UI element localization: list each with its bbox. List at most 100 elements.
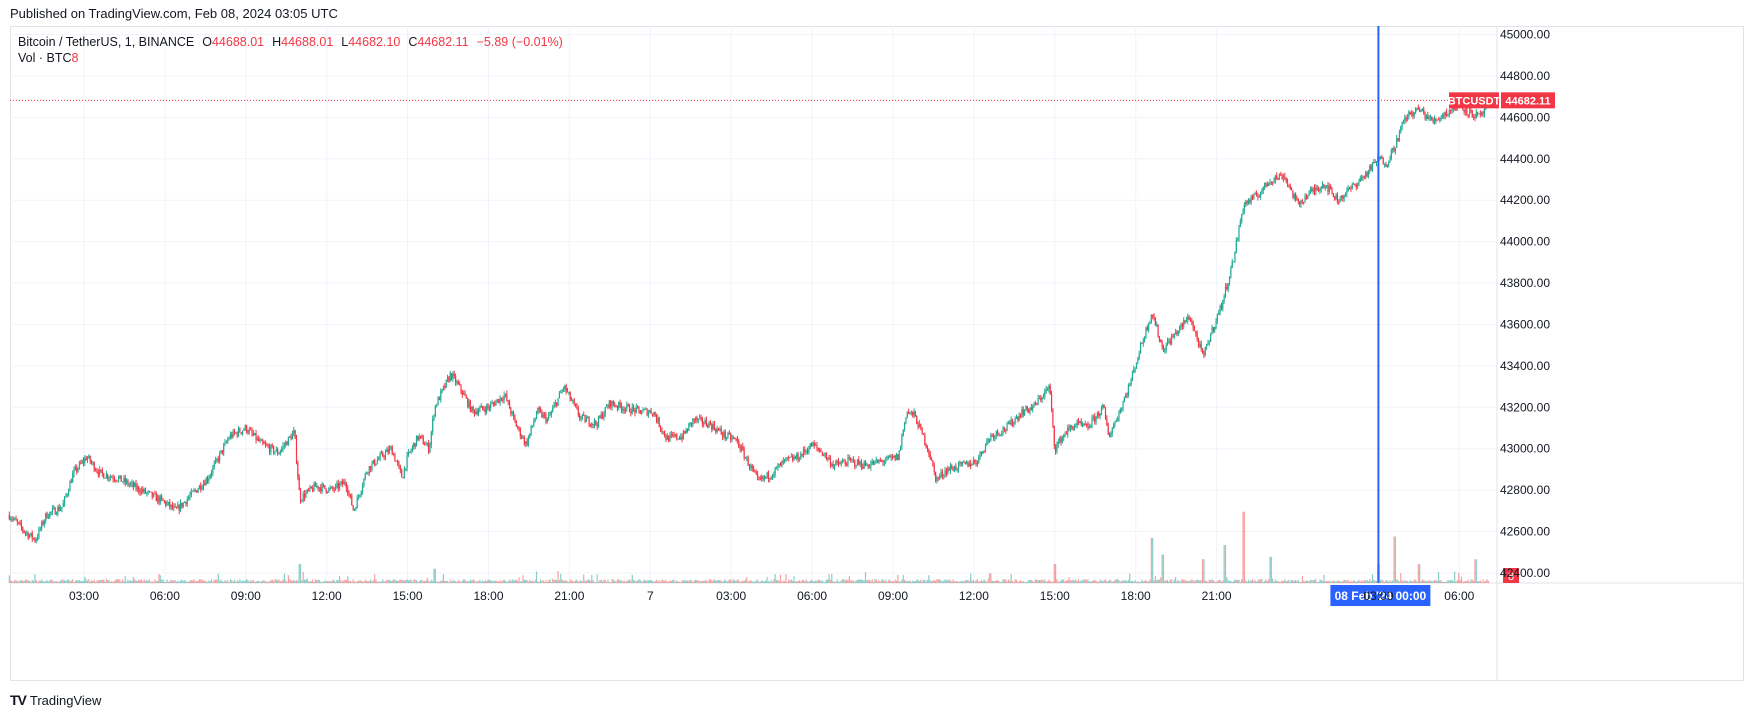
candle-body: [1429, 116, 1432, 118]
candlesticks: [8, 95, 1490, 544]
volume-bar: [554, 579, 556, 583]
volume-bar: [1013, 582, 1015, 583]
volume-bar: [704, 580, 706, 583]
candle-body: [1285, 177, 1287, 182]
volume-bar: [379, 581, 381, 583]
volume-bar: [1138, 581, 1140, 583]
volume-bar: [703, 581, 705, 583]
volume-bar: [1427, 580, 1429, 583]
candle-body: [14, 518, 16, 520]
volume-bar: [1005, 579, 1007, 583]
volume-bar: [303, 579, 306, 583]
candle-body: [121, 481, 124, 483]
volume-bar: [157, 580, 159, 583]
volume-bar: [1224, 545, 1227, 583]
candle-body: [959, 462, 961, 464]
candle-body: [131, 482, 133, 484]
candle-body: [16, 520, 18, 523]
candle-body: [1045, 389, 1047, 392]
volume-bar: [1184, 579, 1186, 583]
volume-bar: [1475, 559, 1477, 583]
price-axis[interactable]: 42400.0042600.0042800.0043000.0043200.00…: [1500, 28, 1550, 581]
candle-body: [1266, 184, 1268, 186]
candle-body: [1338, 202, 1340, 203]
symbol-title[interactable]: Bitcoin / TetherUS, 1, BINANCE: [18, 35, 195, 49]
volume-bar: [1049, 580, 1051, 583]
candle-body: [677, 438, 679, 440]
candle-body: [169, 501, 171, 508]
candle-body: [463, 393, 465, 395]
volume-bar: [817, 579, 819, 583]
candle-body: [409, 451, 411, 453]
time-axis[interactable]: 03:00 06:00 09:00 12:00 15:00 18:00 21:00 7 03:0…: [69, 589, 1475, 603]
candle-body: [58, 507, 60, 511]
volume-label[interactable]: Vol · BTC: [18, 51, 72, 65]
volume-bar: [325, 581, 327, 583]
candle-body: [650, 410, 652, 414]
volume-bar: [600, 579, 602, 583]
candle-body: [63, 496, 66, 504]
candle-body: [716, 428, 718, 433]
volume-bar: [171, 580, 174, 583]
volume-bar: [1003, 579, 1005, 583]
volume-bar: [142, 581, 144, 583]
volume-bar: [275, 579, 277, 583]
volume-bar: [498, 581, 500, 583]
volume-bar: [992, 581, 995, 583]
tradingview-brand[interactable]: TV TradingView: [10, 692, 101, 708]
candle-body: [806, 450, 809, 453]
candle-body: [767, 472, 770, 480]
candle-body: [134, 483, 136, 487]
volume-bar: [239, 579, 241, 583]
volume-bar: [1220, 581, 1223, 583]
candle-body: [1386, 164, 1388, 167]
time-tick-label: 21:00: [554, 589, 584, 603]
volume-bar: [529, 579, 531, 583]
volume-bar: [1365, 580, 1367, 583]
candle-body: [196, 490, 198, 493]
volume-bar: [483, 581, 485, 583]
candle-body: [910, 411, 912, 413]
candle-body: [310, 486, 312, 489]
candle-body: [1249, 200, 1251, 203]
volume-bar: [806, 581, 809, 583]
candle-body: [1164, 350, 1166, 352]
volume-bar: [126, 581, 128, 583]
volume-bar: [1293, 580, 1295, 583]
candle-body: [394, 454, 396, 462]
volume-bar: [557, 571, 559, 583]
candle-body: [73, 469, 75, 474]
candle-body: [1096, 412, 1099, 417]
volume-bar: [1029, 579, 1031, 583]
candle-body: [1278, 174, 1281, 180]
candle-body: [720, 428, 722, 434]
volume-bar: [545, 580, 547, 583]
candle-body: [1041, 397, 1043, 400]
volume-bar: [1363, 580, 1365, 583]
volume-bar: [1384, 581, 1386, 583]
volume-bar: [1397, 580, 1399, 583]
candle-body: [1375, 162, 1378, 164]
volume-bar: [1464, 580, 1467, 583]
volume-bar: [579, 580, 581, 583]
candle-body: [848, 457, 850, 459]
volume-bar: [1462, 581, 1464, 583]
candle-body: [1405, 117, 1407, 120]
candle-body: [550, 411, 552, 415]
volume-bar: [1311, 580, 1313, 583]
volume-bar: [1048, 579, 1050, 583]
volume-bar: [120, 581, 122, 583]
candle-body: [839, 463, 841, 465]
volume-bar: [583, 574, 585, 583]
volume-bar: [1002, 579, 1004, 583]
volume-bar: [151, 581, 153, 583]
volume-bar: [921, 581, 923, 583]
volume-bar: [525, 579, 527, 583]
candle-body: [1005, 430, 1007, 432]
candle-body: [964, 462, 966, 464]
candle-body: [1451, 109, 1453, 111]
volume-bar: [1304, 581, 1306, 583]
candle-body: [126, 480, 128, 483]
candle-body: [1211, 327, 1213, 335]
